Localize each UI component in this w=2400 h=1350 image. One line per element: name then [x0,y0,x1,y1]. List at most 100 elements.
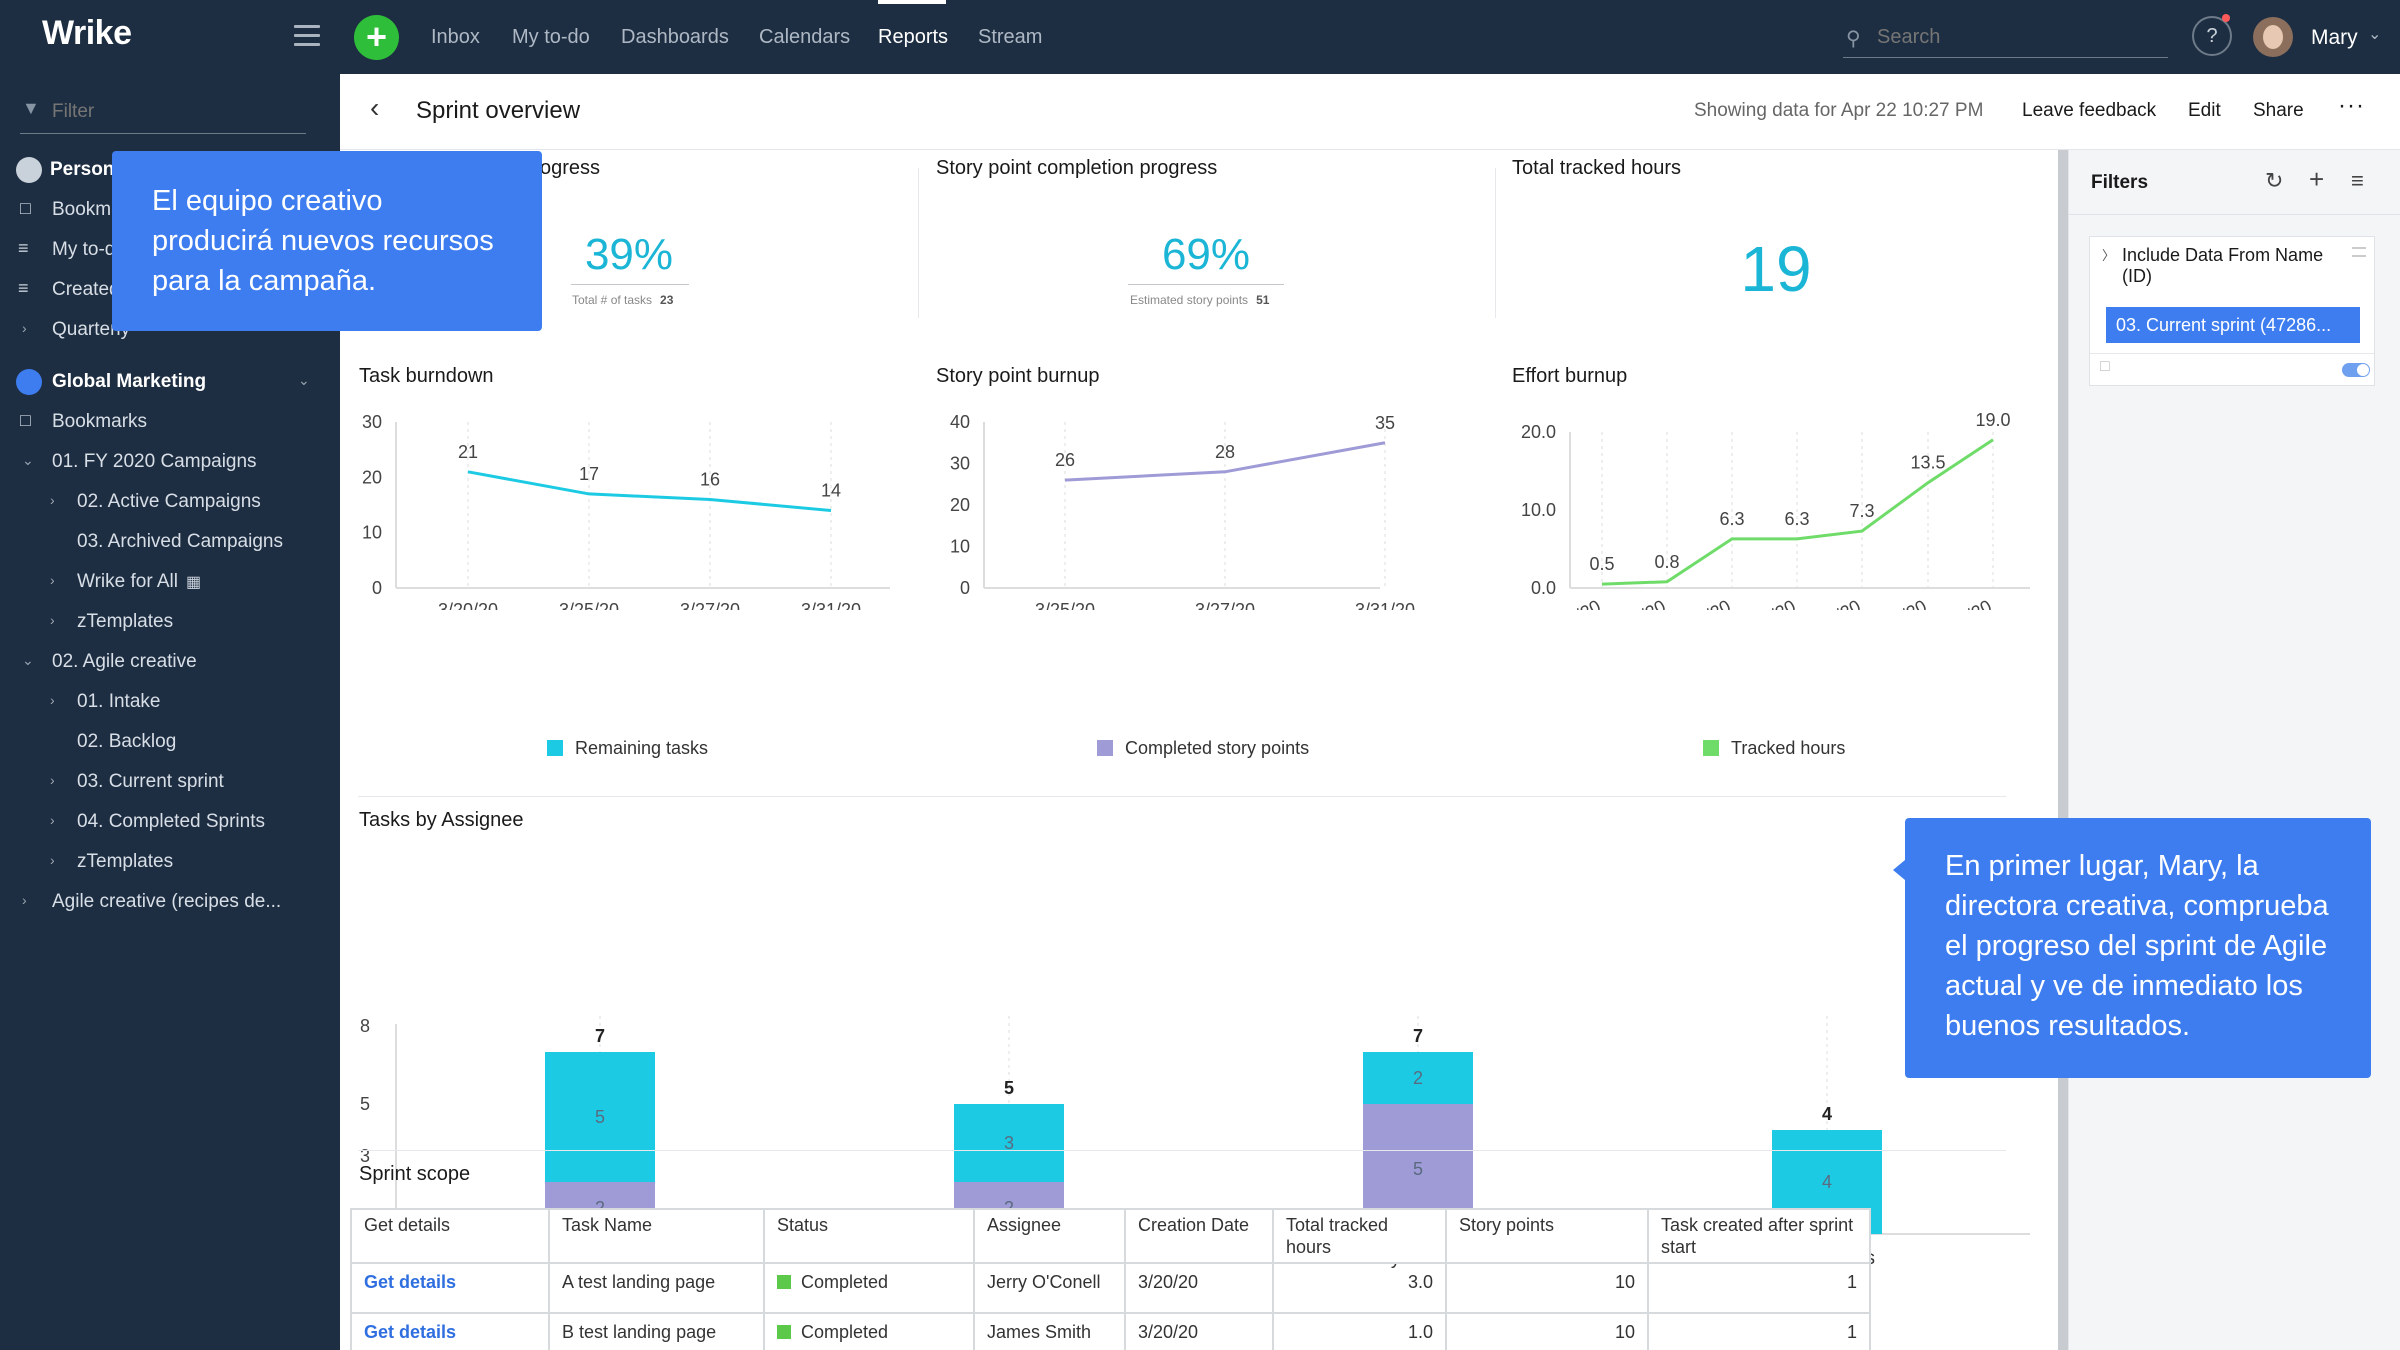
filter-value-chip[interactable]: 03. Current sprint (47286... [2106,307,2360,343]
y-tick-label: 0 [372,578,382,598]
sidebar-item-created[interactable]: ≡ Created [18,278,120,300]
chevron-right-icon[interactable]: › [50,492,55,508]
column-header[interactable]: Story points [1445,1208,1649,1264]
sidebar-item-active-campaigns[interactable]: › 02. Active Campaigns [50,491,261,512]
x-tick-label: 3/25/20 [559,600,619,610]
share-button[interactable]: Share [2253,100,2304,121]
sidebar-item-fy2020-campaigns[interactable]: ⌄ 01. FY 2020 Campaigns [22,451,257,472]
sidebar-item-completed-sprints[interactable]: › 04. Completed Sprints [50,811,265,832]
drag-handle-icon[interactable] [2352,247,2366,257]
tracked-hours-title: Total tracked hours [1512,157,1681,179]
back-arrow-icon[interactable]: ‹ [370,92,380,123]
list-icon: ≡ [18,238,29,258]
effort-burnup-title: Effort burnup [1512,365,1628,387]
bar-segment [545,1052,655,1182]
nav-reports[interactable]: Reports [878,26,949,48]
bar-segment-label: 5 [595,1107,605,1127]
chevron-down-icon[interactable]: ⌄ [298,372,310,388]
sidebar-item-wrike-for-all[interactable]: › Wrike for All ▦ [50,571,202,592]
task-burndown-chart: 0 10 20 30 3/20/20 3/25/20 3/27/20 3/31/20 21 17 1… [362,412,890,610]
nav-inbox[interactable]: Inbox [431,26,480,48]
data-label: 35 [1375,413,1395,433]
create-new-button[interactable]: + [354,15,399,60]
get-details-link[interactable]: Get details [364,1272,457,1292]
chevron-right-icon[interactable]: 〉 [2102,248,2116,263]
task-burndown-title: Task burndown [359,365,494,387]
data-label: 7.3 [1849,501,1874,521]
vertical-scrollbar[interactable] [2058,150,2068,1350]
sidebar-item-quarterly[interactable]: › Quarterly [22,319,131,340]
notification-dot [2222,14,2230,22]
sidebar-item-ztemplates-2[interactable]: › zTemplates [50,851,174,872]
sidebar-item-current-sprint[interactable]: › 03. Current sprint [50,771,224,792]
chevron-down-icon[interactable]: ⌄ [22,652,34,668]
y-tick-label: 10.0 [1521,500,1556,520]
search-box[interactable]: ⚲ [1843,18,2168,58]
sidebar-item-archived-campaigns[interactable]: 03. Archived Campaigns [77,531,283,552]
sidebar-item-intake[interactable]: › 01. Intake [50,691,161,712]
chevron-right-icon[interactable]: › [22,892,27,908]
leave-feedback-button[interactable]: Leave feedback [2022,100,2157,121]
legend-swatch [1703,740,1719,756]
column-header[interactable]: Total tracked hours [1272,1208,1447,1264]
task-name-cell[interactable]: A test landing page [548,1262,765,1314]
chevron-right-icon[interactable]: › [22,320,27,336]
column-header[interactable]: Task Name [548,1208,765,1264]
x-tick-label: 3/25/20 [1035,600,1095,610]
column-header[interactable]: Task created after sprint start [1647,1208,1871,1264]
tracked-hours-cell: 1.0 [1272,1312,1447,1350]
sidebar-item-agile-recipes[interactable]: › Agile creative (recipes de... [22,891,282,912]
user-name[interactable]: Mary [2311,26,2358,49]
chevron-right-icon[interactable]: › [50,852,55,868]
trash-icon[interactable]: □ [2100,358,2110,375]
search-input[interactable] [1877,26,2157,49]
filter-toggle[interactable] [2342,363,2370,377]
nav-stream[interactable]: Stream [978,26,1043,48]
sidebar-item-ztemplates[interactable]: › zTemplates [50,611,174,632]
wrike-logo[interactable]: Wrike [42,14,132,52]
hamburger-menu-icon[interactable] [294,25,320,47]
nav-my-todo[interactable]: My to-do [512,26,590,48]
filter-input[interactable] [52,101,292,123]
nav-calendars[interactable]: Calendars [759,26,851,48]
column-header[interactable]: Assignee [973,1208,1126,1264]
chevron-down-icon[interactable]: ⌄ [2368,26,2382,43]
sidebar-item-agile-creative[interactable]: ⌄ 02. Agile creative [22,651,197,672]
column-header[interactable]: Status [763,1208,975,1264]
chevron-right-icon[interactable]: › [50,692,55,708]
sidebar-personal-space[interactable]: Personal [0,152,340,190]
chevron-right-icon[interactable]: › [50,612,55,628]
chevron-down-icon[interactable]: ⌄ [22,452,34,468]
bar-segment-label: 5 [1413,1159,1423,1179]
sidebar-filter[interactable]: ▼ [20,94,306,134]
add-filter-icon[interactable]: + [2309,164,2325,194]
bar-total-label: 7 [595,1026,605,1046]
table-header-row: Get details Task Name Status Assignee Cr… [350,1208,1871,1264]
help-button[interactable]: ? [2192,16,2232,56]
y-tick-label: 30 [950,454,970,474]
edit-button[interactable]: Edit [2188,100,2221,121]
reset-icon[interactable]: ↻ [2265,168,2284,193]
x-tick-label: 3/27/20 [1195,600,1255,610]
data-label: 17 [579,464,599,484]
sidebar-item-my-todo[interactable]: ≡ My to-do [18,238,126,260]
data-label: 19.0 [1975,410,2010,430]
chevron-right-icon[interactable]: › [50,812,55,828]
column-header[interactable]: Get details [350,1208,550,1264]
sidebar-item-backlog[interactable]: 02. Backlog [77,731,177,752]
chevron-right-icon[interactable]: › [50,772,55,788]
sidebar-space-global-marketing[interactable]: Global Marketing ⌄ [0,364,340,402]
nav-dashboards[interactable]: Dashboards [621,26,729,48]
column-header[interactable]: Creation Date [1124,1208,1274,1264]
sidebar-item-bookmarks[interactable]: □ Bookmarks [20,410,148,432]
chevron-right-icon[interactable]: › [50,572,55,588]
story-progress-value: 69% [1161,230,1251,279]
task-name-cell[interactable]: B test landing page [548,1312,765,1350]
get-details-link[interactable]: Get details [364,1322,457,1342]
avatar[interactable] [2253,17,2293,57]
x-tick-label: 3/17/20 [1671,596,1733,610]
menu-icon[interactable]: ≡ [2351,168,2364,193]
more-options-icon[interactable]: ··· [2338,92,2365,119]
bar-total-label: 5 [1004,1078,1014,1098]
effort-legend: Tracked hours [1703,738,1845,759]
